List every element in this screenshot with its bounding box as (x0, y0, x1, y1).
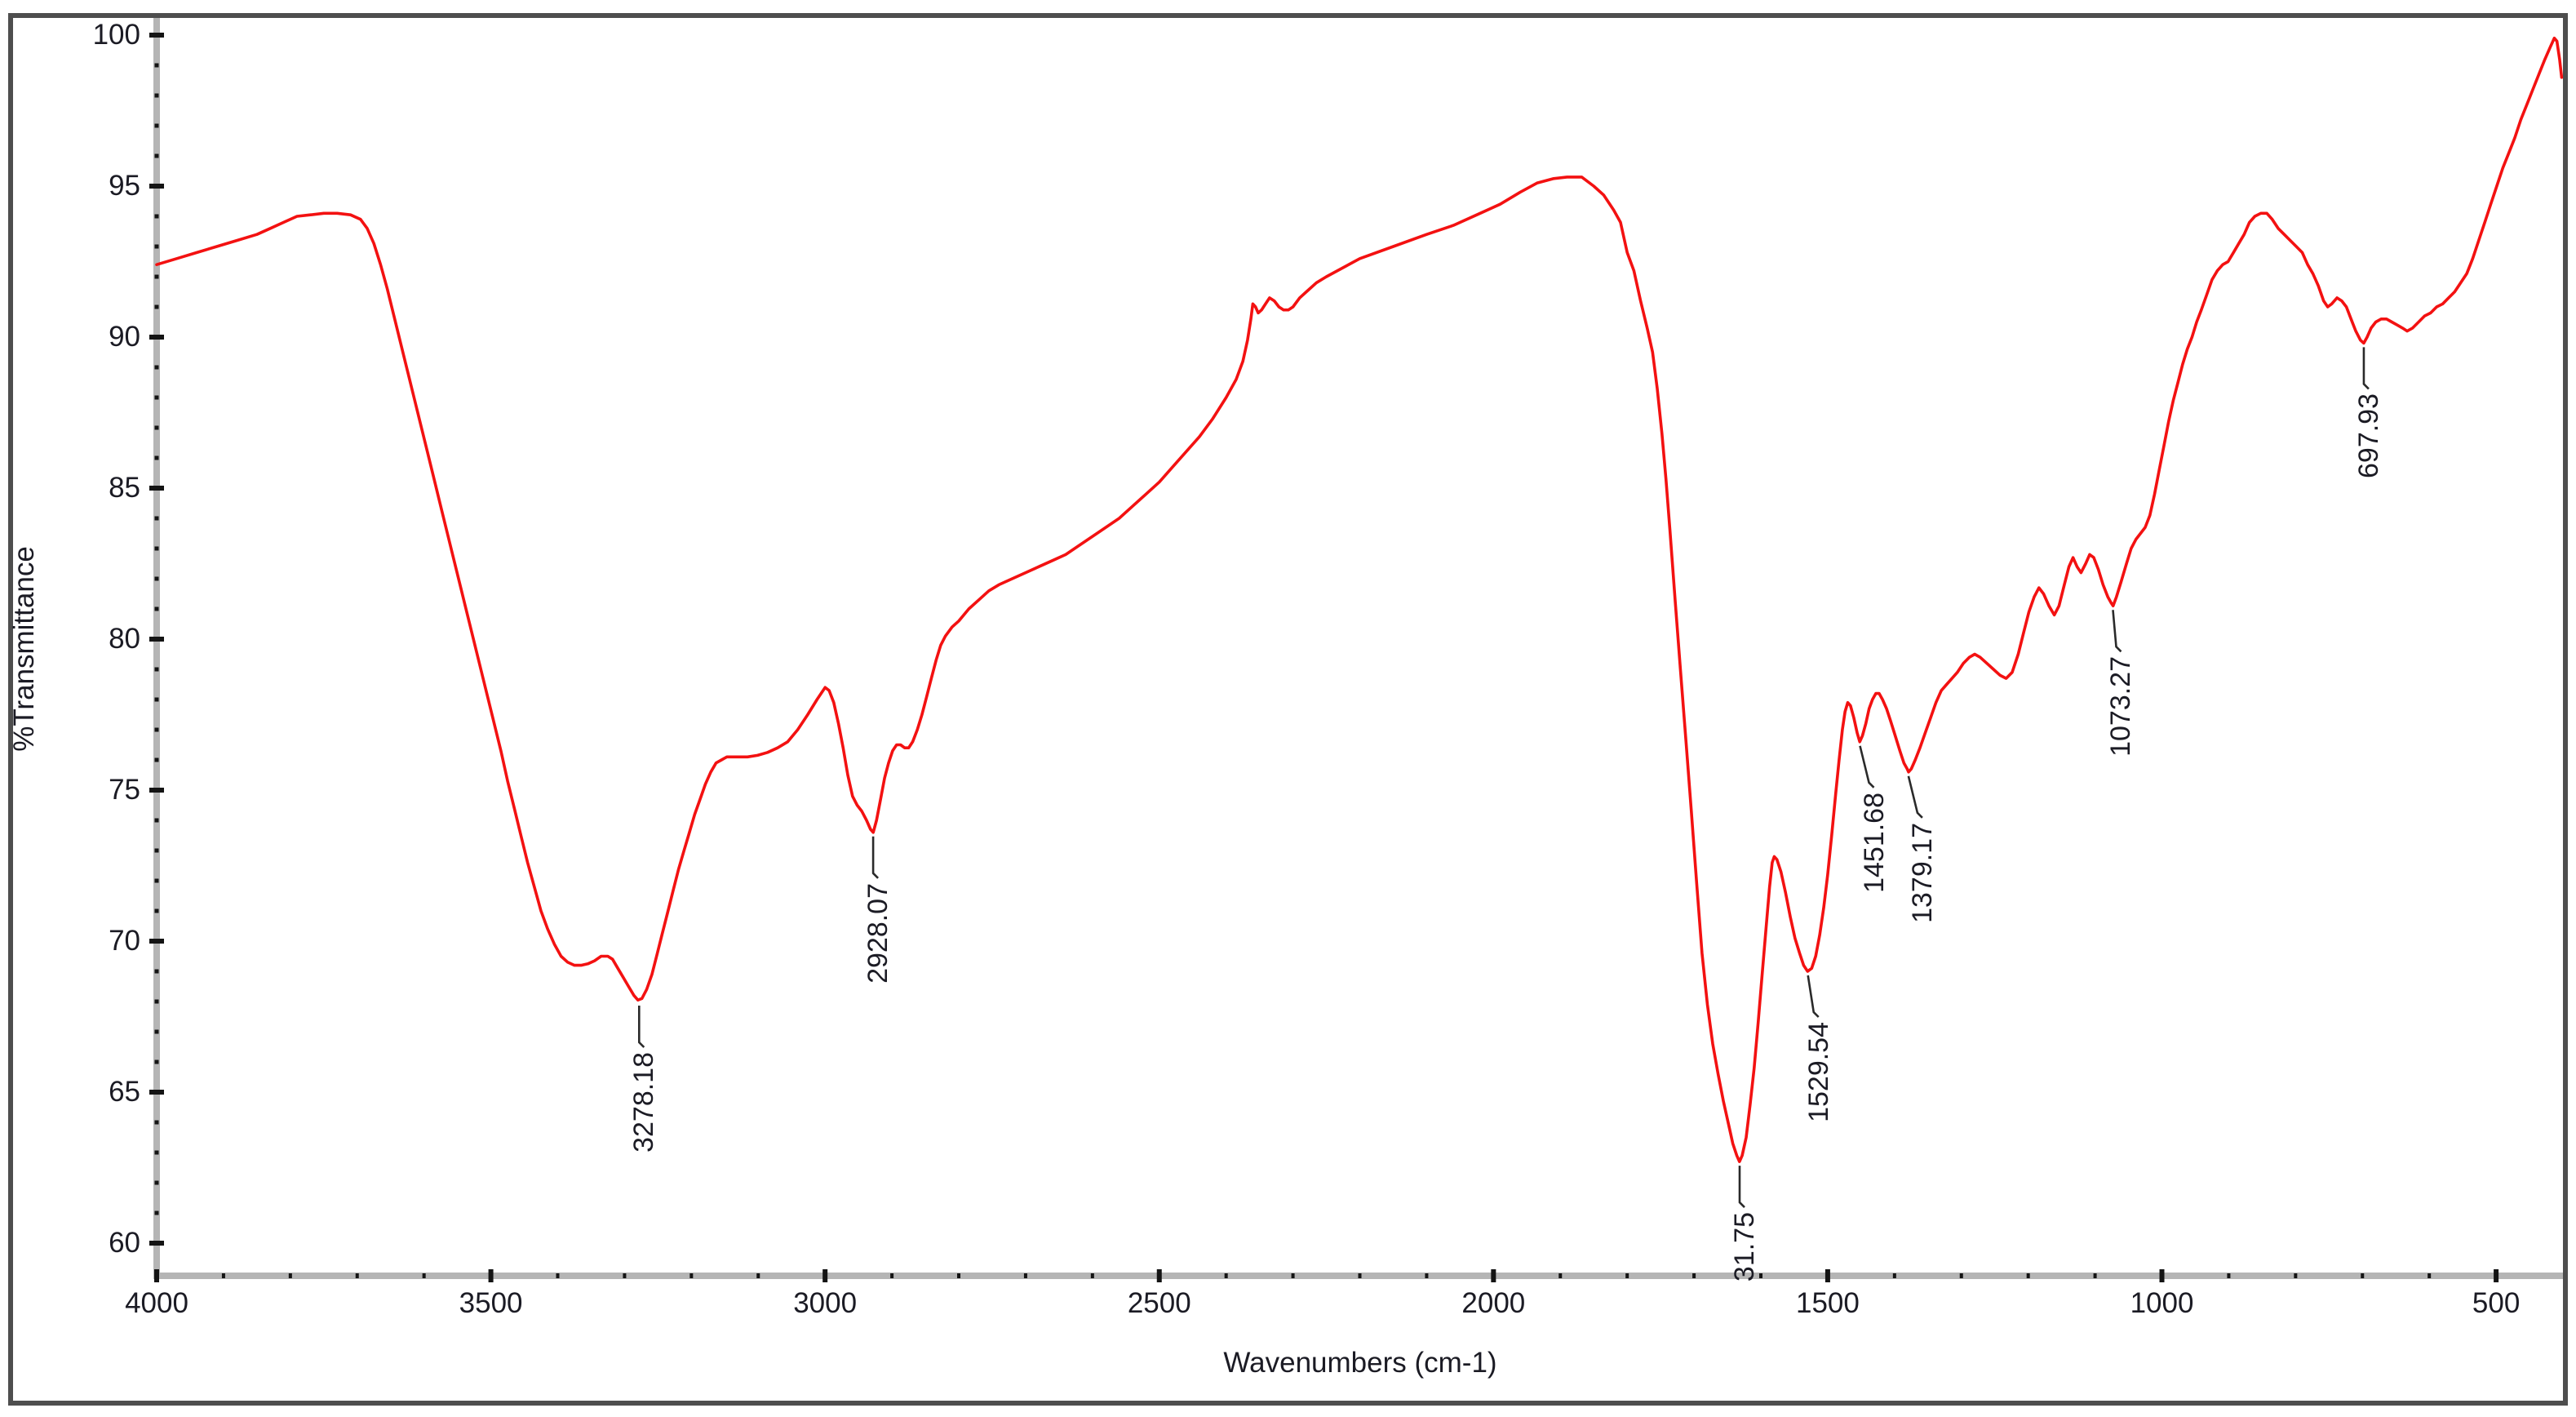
peak-leader-line (2362, 347, 2370, 390)
x-axis-title: Wavenumbers (cm-1) (1223, 1347, 1497, 1379)
peak-leader-line (1907, 775, 1923, 819)
peak-leader-lines (637, 347, 2370, 1209)
axis-ticks (149, 33, 2499, 1282)
axis-bars (153, 18, 2563, 1279)
spectrum-curve (155, 36, 2564, 1163)
peak-leader-line (871, 836, 880, 879)
spectrum-line (155, 36, 2564, 1163)
chart-frame (8, 13, 2568, 1406)
peak-leader-line (2112, 610, 2122, 653)
peak-leader-line (1807, 975, 1820, 1018)
peak-leader-line (637, 1006, 645, 1048)
y-axis-title: %Transmittance (8, 546, 40, 752)
peak-leader-line (1859, 745, 1875, 788)
peak-leader-line (1738, 1166, 1745, 1209)
